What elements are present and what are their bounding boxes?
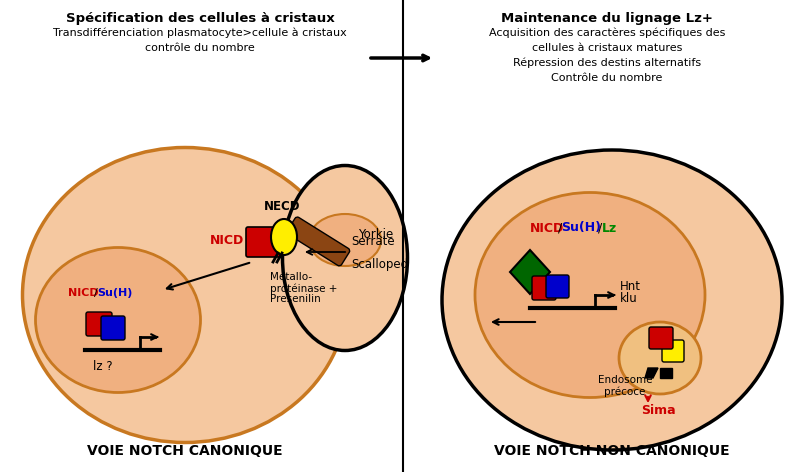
Ellipse shape [475,193,705,397]
Text: Contrôle du nombre: Contrôle du nombre [551,73,663,83]
FancyBboxPatch shape [546,275,569,298]
Text: klu: klu [620,292,638,304]
Text: Su(H): Su(H) [561,221,601,235]
Text: Spécification des cellules à cristaux: Spécification des cellules à cristaux [65,12,334,25]
FancyBboxPatch shape [101,316,125,340]
Text: Lz: Lz [602,221,617,235]
Ellipse shape [36,247,200,393]
Text: NECD: NECD [264,200,300,213]
Text: NICD: NICD [210,234,244,246]
Text: /: / [558,221,562,235]
Text: VOIE NOTCH CANONIQUE: VOIE NOTCH CANONIQUE [87,444,282,458]
Text: NICD: NICD [68,288,98,298]
FancyBboxPatch shape [286,217,349,266]
Text: Yorkie: Yorkie [358,228,393,241]
Polygon shape [510,250,550,294]
Ellipse shape [271,219,297,255]
Ellipse shape [619,322,701,394]
Text: Répression des destins alternatifs: Répression des destins alternatifs [513,58,701,68]
Text: précoce: précoce [604,387,646,397]
FancyBboxPatch shape [662,340,684,362]
Text: Acquisition des caractères spécifiques des: Acquisition des caractères spécifiques d… [489,28,725,39]
Text: Serrate: Serrate [351,235,395,248]
FancyBboxPatch shape [246,227,282,257]
Text: Scalloped: Scalloped [351,258,408,271]
FancyBboxPatch shape [532,276,556,300]
Ellipse shape [23,147,348,443]
Text: lz ?: lz ? [93,360,113,373]
Text: Transdifférenciation plasmatocyte>cellule à cristaux: Transdifférenciation plasmatocyte>cellul… [53,28,347,39]
Text: Hnt: Hnt [620,279,641,293]
Text: /: / [94,288,98,298]
Text: Metallo-: Metallo- [270,272,312,282]
Text: Su(H): Su(H) [97,288,132,298]
Polygon shape [660,368,672,378]
Polygon shape [645,368,658,378]
Ellipse shape [442,150,782,450]
Text: Presenilin: Presenilin [270,294,320,304]
Text: /: / [598,221,602,235]
Text: cellules à cristaux matures: cellules à cristaux matures [532,43,682,53]
Text: NICD: NICD [530,221,564,235]
Text: contrôle du nombre: contrôle du nombre [145,43,255,53]
Text: protéinase +: protéinase + [270,283,337,294]
Text: VOIE NOTCH NON CANONIQUE: VOIE NOTCH NON CANONIQUE [494,444,730,458]
Text: Maintenance du lignage Lz+: Maintenance du lignage Lz+ [501,12,713,25]
Text: Endosome: Endosome [598,375,652,385]
FancyBboxPatch shape [649,327,673,349]
Ellipse shape [282,166,408,351]
Text: Sima: Sima [641,404,675,416]
FancyBboxPatch shape [86,312,112,336]
Ellipse shape [309,214,381,266]
